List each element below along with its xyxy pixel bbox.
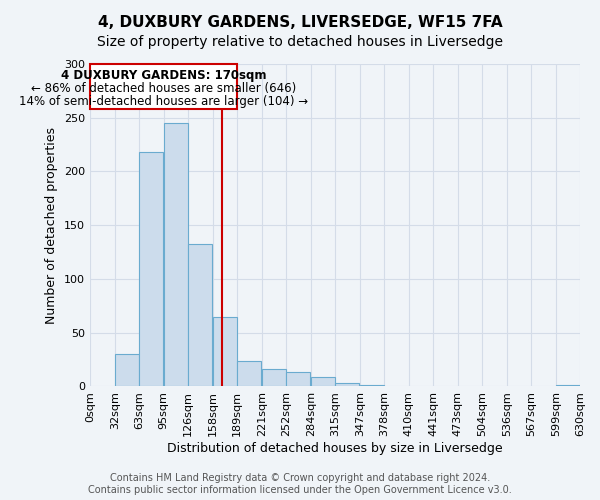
Text: 14% of semi-detached houses are larger (104) →: 14% of semi-detached houses are larger (…: [19, 95, 308, 108]
Text: Size of property relative to detached houses in Liversedge: Size of property relative to detached ho…: [97, 35, 503, 49]
Bar: [90, 64, 237, 109]
Text: 4, DUXBURY GARDENS, LIVERSEDGE, WF15 7FA: 4, DUXBURY GARDENS, LIVERSEDGE, WF15 7FA: [98, 15, 502, 30]
X-axis label: Distribution of detached houses by size in Liversedge: Distribution of detached houses by size …: [167, 442, 503, 455]
Bar: [139, 152, 163, 386]
Text: ← 86% of detached houses are smaller (646): ← 86% of detached houses are smaller (64…: [31, 82, 296, 96]
Bar: [335, 383, 359, 386]
Bar: [213, 316, 237, 386]
Bar: [286, 372, 310, 386]
Bar: [164, 123, 188, 386]
Bar: [188, 244, 212, 386]
Bar: [115, 354, 139, 386]
Text: Contains HM Land Registry data © Crown copyright and database right 2024.
Contai: Contains HM Land Registry data © Crown c…: [88, 474, 512, 495]
Text: 4 DUXBURY GARDENS: 170sqm: 4 DUXBURY GARDENS: 170sqm: [61, 70, 266, 82]
Bar: [262, 370, 286, 386]
Y-axis label: Number of detached properties: Number of detached properties: [45, 126, 58, 324]
Bar: [237, 360, 261, 386]
Bar: [311, 377, 335, 386]
